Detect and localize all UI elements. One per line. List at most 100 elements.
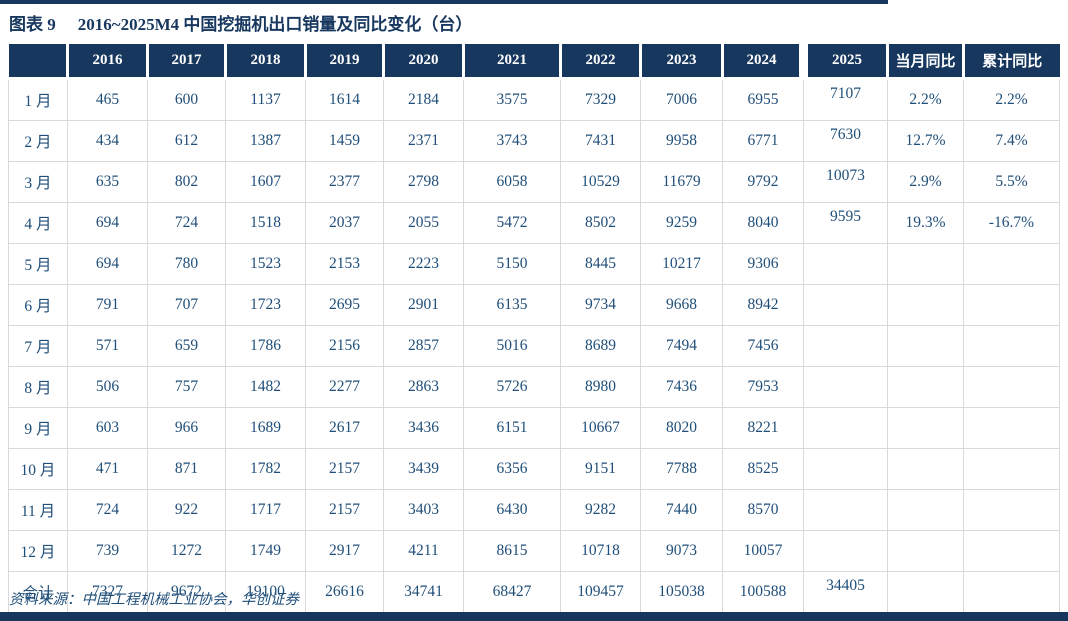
data-cell: 7440 — [640, 489, 723, 531]
figure-title-text: 2016~2025M4 中国挖掘机出口销量及同比变化（台） — [77, 15, 473, 34]
row-label: 4 月 — [8, 202, 68, 244]
data-cell: 724 — [147, 202, 226, 244]
data-cell — [963, 489, 1060, 531]
data-cell: 3575 — [463, 78, 561, 121]
data-cell: 105038 — [640, 571, 723, 613]
data-cell: 434 — [67, 120, 148, 162]
data-cell: 8525 — [722, 448, 804, 490]
table-row: 1 月 465 600 1137 1614 2184 3575 7329 7006 6955 710… — [8, 78, 1060, 121]
data-cell — [803, 243, 888, 285]
table-header-row: 2016 2017 2018 2019 2020 2021 2022 2023 2024 2025… — [8, 44, 1060, 80]
data-cell — [803, 366, 888, 408]
data-cell: 635 — [67, 161, 148, 203]
table-row: 4 月 694 724 1518 2037 2055 5472 8502 9259 8040 959… — [8, 202, 1060, 244]
data-cell: 1782 — [225, 448, 306, 490]
data-cell — [963, 243, 1060, 285]
data-cell: 7327 — [67, 571, 148, 613]
data-cell: 2617 — [305, 407, 384, 449]
data-cell — [963, 284, 1060, 326]
data-cell: 8980 — [560, 366, 641, 408]
data-cell: 100588 — [722, 571, 804, 613]
data-cell: 465 — [67, 78, 148, 121]
data-cell: 802 — [147, 161, 226, 203]
data-cell: 2055 — [383, 202, 464, 244]
header-corner-cell — [8, 44, 68, 80]
header-cell-2018: 2018 — [224, 44, 306, 80]
data-cell: 5150 — [463, 243, 561, 285]
data-cell — [887, 448, 964, 490]
data-cell: 7107 — [803, 78, 888, 121]
top-rule — [0, 0, 888, 4]
data-cell — [803, 325, 888, 367]
data-cell: 780 — [147, 243, 226, 285]
data-cell: 757 — [147, 366, 226, 408]
data-cell: 8221 — [722, 407, 804, 449]
data-cell: 2157 — [305, 448, 384, 490]
data-cell: 2917 — [305, 530, 384, 572]
data-cell: 724 — [67, 489, 148, 531]
data-cell: 922 — [147, 489, 226, 531]
data-cell — [887, 243, 964, 285]
table-row: 5 月 694 780 1523 2153 2223 5150 8445 10217 9306 — [8, 243, 1060, 285]
data-cell: 1689 — [225, 407, 306, 449]
data-cell: 471 — [67, 448, 148, 490]
data-cell: 6771 — [722, 120, 804, 162]
data-cell: 1723 — [225, 284, 306, 326]
data-cell: -16.7% — [963, 202, 1060, 244]
data-cell: 2157 — [305, 489, 384, 531]
table-row: 2 月 434 612 1387 1459 2371 3743 7431 9958 6771 763… — [8, 120, 1060, 162]
data-cell: 7788 — [640, 448, 723, 490]
data-cell: 694 — [67, 202, 148, 244]
header-cell-2022: 2022 — [559, 44, 641, 80]
data-cell: 5016 — [463, 325, 561, 367]
data-cell — [803, 448, 888, 490]
data-cell: 2377 — [305, 161, 384, 203]
header-cell-2025: 2025 — [799, 44, 888, 80]
data-cell: 9958 — [640, 120, 723, 162]
data-cell: 694 — [67, 243, 148, 285]
data-cell: 7436 — [640, 366, 723, 408]
data-cell — [803, 489, 888, 531]
data-cell: 1518 — [225, 202, 306, 244]
data-cell: 3436 — [383, 407, 464, 449]
table-row: 7 月 571 659 1786 2156 2857 5016 8689 7494 7456 — [8, 325, 1060, 367]
data-cell — [963, 325, 1060, 367]
data-cell: 9792 — [722, 161, 804, 203]
data-cell: 1387 — [225, 120, 306, 162]
data-cell: 5.5% — [963, 161, 1060, 203]
data-cell: 8942 — [722, 284, 804, 326]
table-header: 2016 2017 2018 2019 2020 2021 2022 2023 2024 2025… — [8, 44, 1060, 80]
header-cell-2019: 2019 — [304, 44, 384, 80]
data-cell: 6955 — [722, 78, 804, 121]
data-cell: 8040 — [722, 202, 804, 244]
header-cell-2024: 2024 — [721, 44, 804, 80]
data-cell: 2695 — [305, 284, 384, 326]
data-cell: 9282 — [560, 489, 641, 531]
data-cell: 10718 — [560, 530, 641, 572]
data-cell: 2798 — [383, 161, 464, 203]
row-label: 1 月 — [8, 78, 68, 121]
data-cell: 8615 — [463, 530, 561, 572]
data-cell: 3439 — [383, 448, 464, 490]
row-label: 3 月 — [8, 161, 68, 203]
data-cell: 9306 — [722, 243, 804, 285]
figure-number-label: 图表 9 — [9, 15, 56, 34]
data-cell: 2857 — [383, 325, 464, 367]
data-cell — [803, 407, 888, 449]
data-cell: 1272 — [147, 530, 226, 572]
data-cell: 10217 — [640, 243, 723, 285]
data-cell — [963, 530, 1060, 572]
row-label: 8 月 — [8, 366, 68, 408]
table-row: 8 月 506 757 1482 2277 2863 5726 8980 7436 7953 — [8, 366, 1060, 408]
row-label: 6 月 — [8, 284, 68, 326]
data-cell — [963, 407, 1060, 449]
data-cell: 2.9% — [887, 161, 964, 203]
data-cell: 1717 — [225, 489, 306, 531]
data-cell: 5472 — [463, 202, 561, 244]
row-label: 12 月 — [8, 530, 68, 572]
table-row: 10 月 471 871 1782 2157 3439 6356 9151 7788 8525 — [8, 448, 1060, 490]
data-cell: 8570 — [722, 489, 804, 531]
data-cell: 1614 — [305, 78, 384, 121]
data-cell: 26616 — [305, 571, 384, 613]
